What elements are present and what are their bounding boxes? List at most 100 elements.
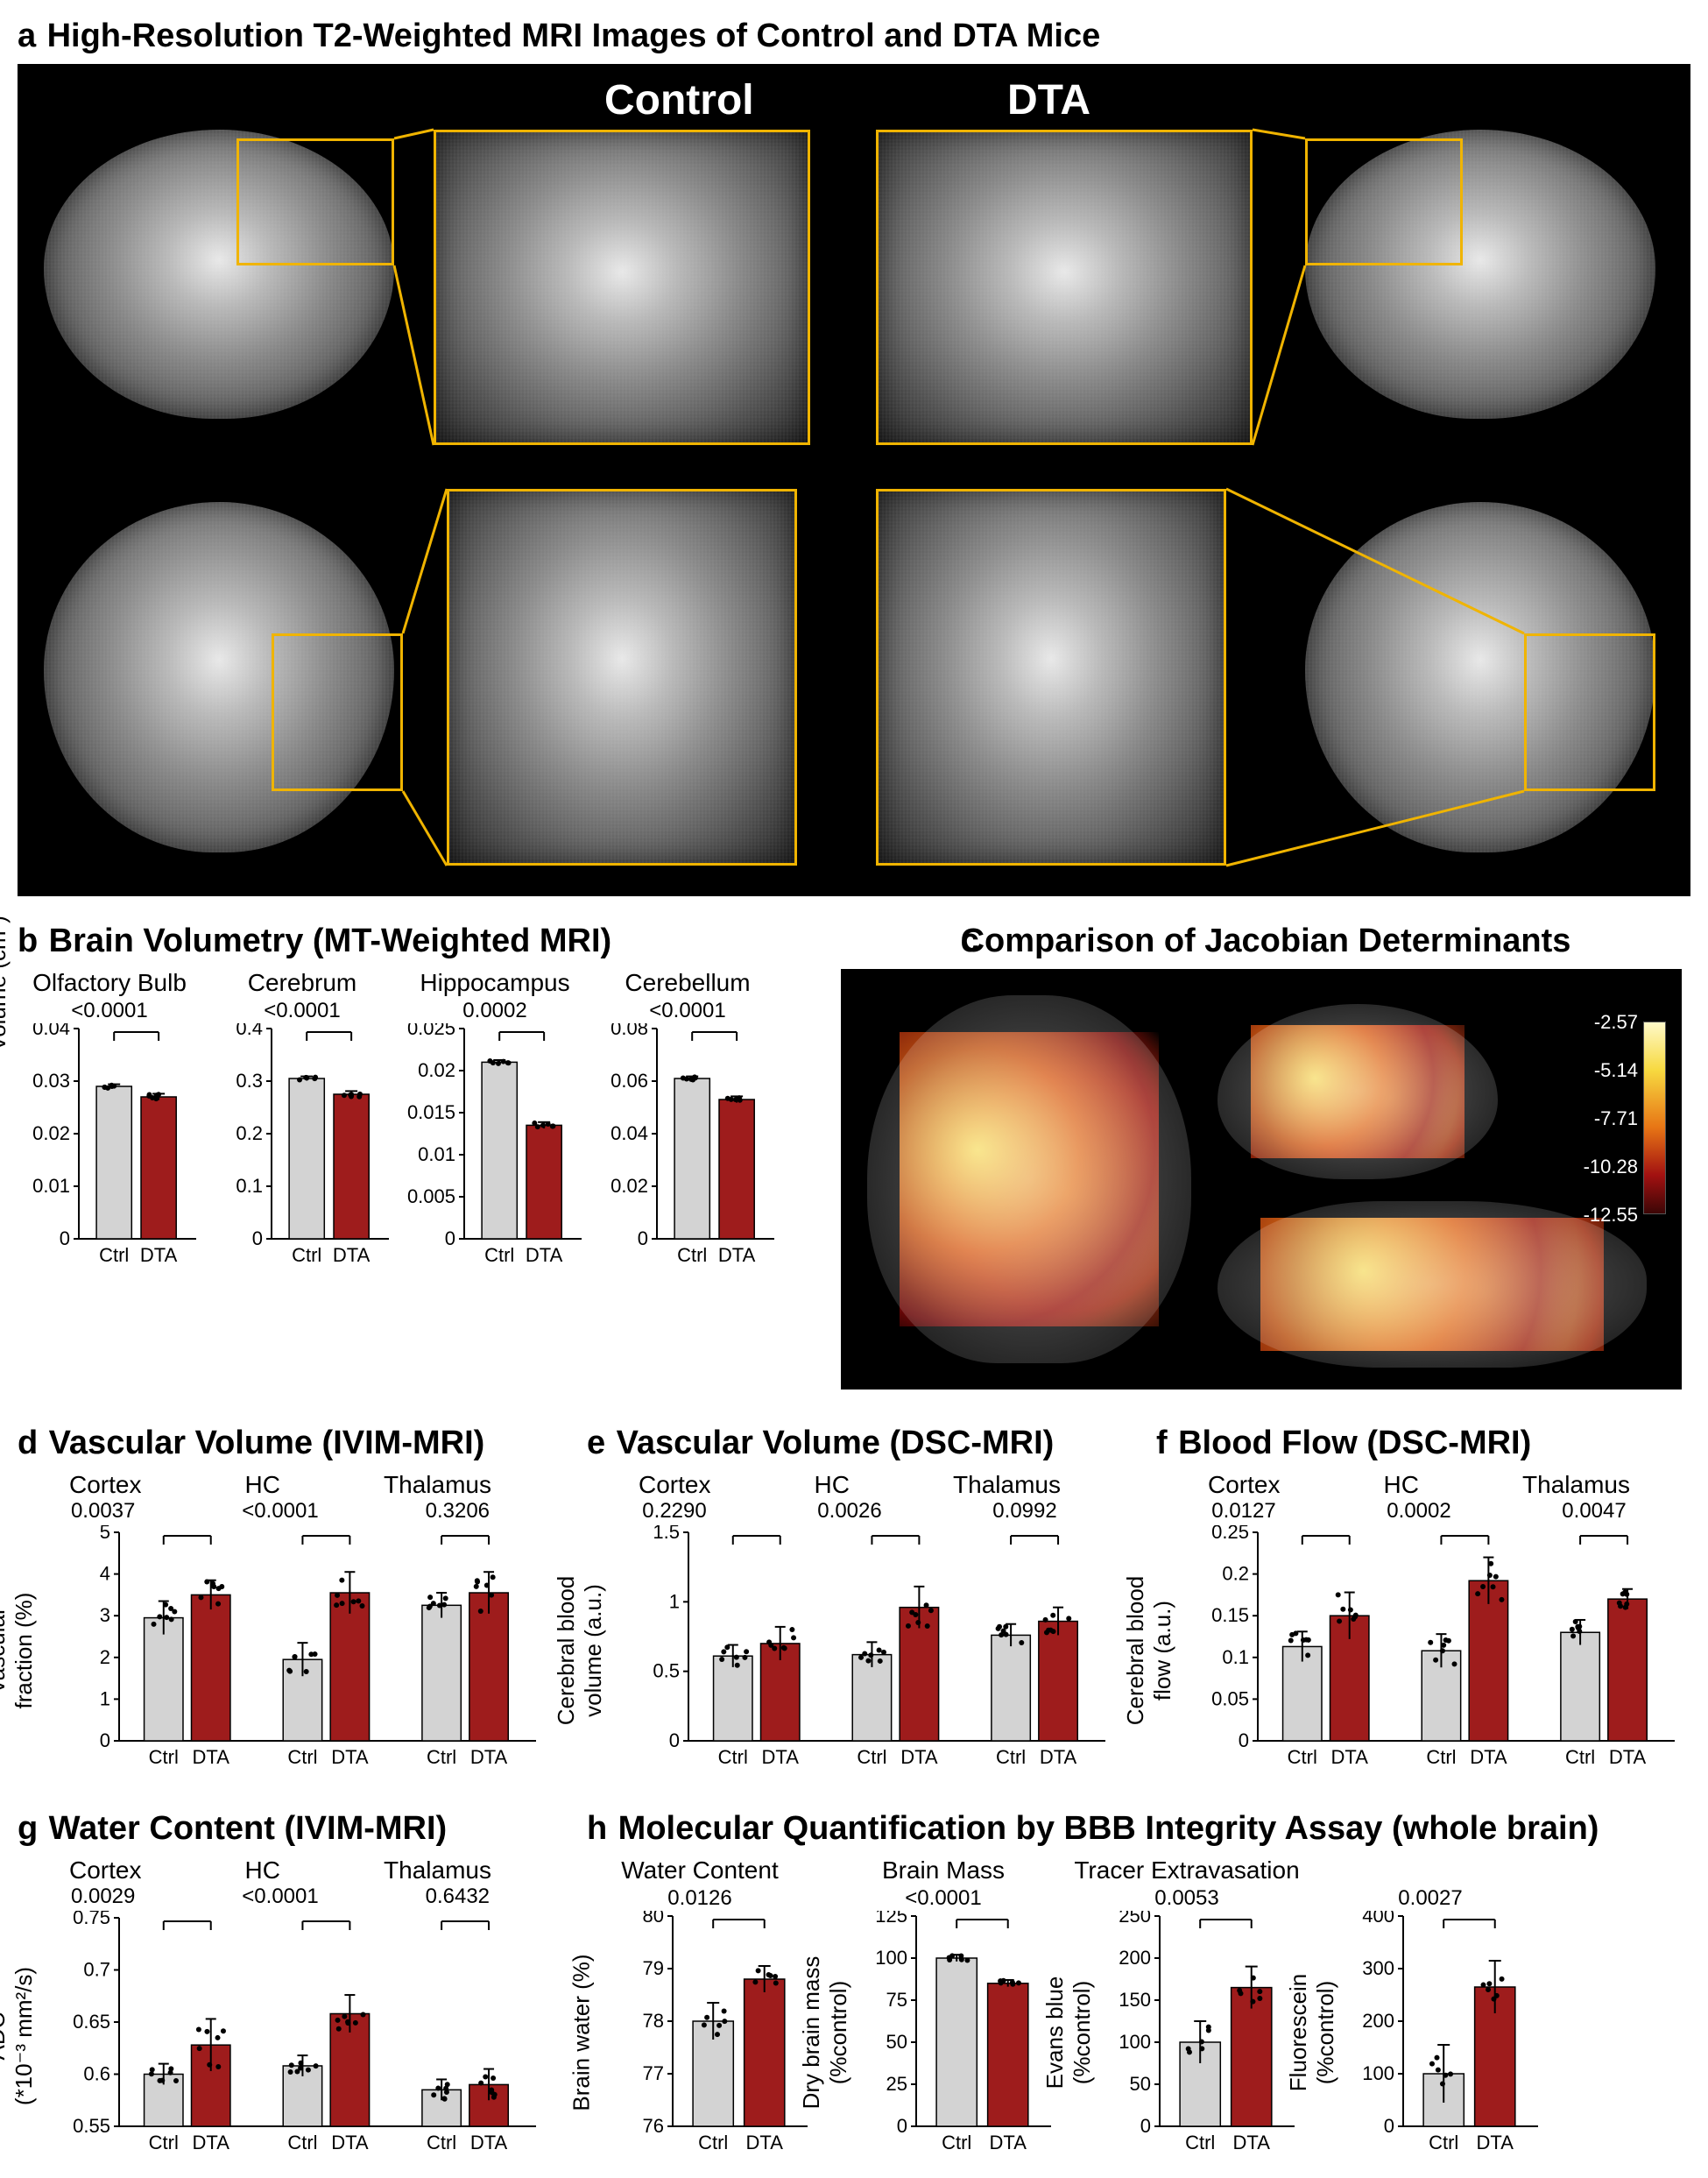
svg-text:0.015: 0.015 — [407, 1101, 455, 1123]
svg-text:DTA: DTA — [990, 2132, 1027, 2153]
svg-text:0.04: 0.04 — [611, 1122, 648, 1144]
svg-text:Ctrl: Ctrl — [1288, 1746, 1317, 1768]
panelF-pvals: 0.01270.00020.0047 — [1156, 1499, 1682, 1524]
panel-c-title: Comparison of Jacobian Determinants — [961, 923, 1571, 960]
panelF-ylabel: Cerebral bloodflow (a.u.) — [1122, 1545, 1176, 1756]
svg-text:0.25: 0.25 — [1211, 1525, 1249, 1543]
svg-text:0.02: 0.02 — [611, 1175, 648, 1197]
svg-text:Ctrl: Ctrl — [677, 1244, 707, 1266]
svg-text:DTA: DTA — [331, 1746, 369, 1768]
chart-pvalue: <0.0001 — [596, 999, 780, 1023]
svg-text:Ctrl: Ctrl — [1185, 2132, 1215, 2153]
svg-text:78: 78 — [643, 2010, 664, 2032]
svg-text:DTA: DTA — [1331, 1746, 1369, 1768]
colorbar-tick: -5.14 — [1594, 1059, 1638, 1082]
volumetry-chart-2: Hippocampus 0.0002 00.0050.010.0150.020.… — [403, 969, 587, 1269]
svg-text:0.1: 0.1 — [236, 1175, 263, 1197]
svg-text:250: 250 — [1119, 1911, 1151, 1927]
svg-text:DTA: DTA — [470, 1746, 508, 1768]
svg-text:DTA: DTA — [900, 1746, 938, 1768]
svg-text:0: 0 — [100, 1729, 110, 1751]
zoom-inset-control-top — [434, 130, 810, 445]
svg-text:DTA: DTA — [1233, 2132, 1271, 2153]
panel-g: g Water Content (IVIM-MRI) CortexHCThala… — [18, 1810, 543, 2160]
panel-c: c Comparison of Jacobian Determinants z-… — [841, 923, 1690, 1390]
svg-text:Ctrl: Ctrl — [287, 2132, 317, 2153]
svg-text:4: 4 — [100, 1563, 110, 1585]
panel-h-chart-3: 0.0027 Fluorescein(%control) 01002003004… — [1317, 1856, 1543, 2160]
svg-text:DTA: DTA — [470, 2132, 508, 2153]
svg-text:0.025: 0.025 — [407, 1023, 455, 1039]
svg-text:0: 0 — [445, 1227, 455, 1249]
svg-text:Ctrl: Ctrl — [427, 2132, 456, 2153]
mri-image-grid: Control DTA — [18, 64, 1690, 896]
panelE-regions: CortexHCThalamus — [587, 1471, 1112, 1499]
panel-b: b Brain Volumetry (MT-Weighted MRI) Olfa… — [18, 923, 806, 1390]
panelE-pvals: 0.22900.00260.0992 — [587, 1499, 1112, 1524]
svg-text:1: 1 — [100, 1687, 110, 1709]
svg-text:DTA: DTA — [333, 1244, 371, 1266]
svg-text:Ctrl: Ctrl — [292, 1244, 321, 1266]
svg-text:80: 80 — [643, 1911, 664, 1927]
panelD-header: d Vascular Volume (IVIM-MRI) — [18, 1425, 543, 1462]
colorbar-tick: -7.71 — [1594, 1107, 1638, 1130]
svg-text:0.08: 0.08 — [611, 1023, 648, 1039]
svg-text:Ctrl: Ctrl — [99, 1244, 129, 1266]
panel-b-charts: Olfactory Bulb <0.0001 Volume (cm³) 00.0… — [18, 969, 806, 1269]
svg-text:Ctrl: Ctrl — [149, 2132, 179, 2153]
panel-h-chart-1: Brain Mass <0.0001 Dry brain mass(%contr… — [830, 1856, 1056, 2160]
chart-pvalue: <0.0001 — [210, 999, 394, 1023]
svg-text:150: 150 — [1119, 1989, 1151, 2011]
svg-text:Ctrl: Ctrl — [1565, 1746, 1595, 1768]
panel-a: a High-Resolution T2-Weighted MRI Images… — [18, 18, 1690, 896]
panelD-regions: CortexHCThalamus — [18, 1471, 543, 1499]
svg-text:5: 5 — [100, 1525, 110, 1543]
svg-text:0.05: 0.05 — [1211, 1687, 1249, 1709]
svg-text:50: 50 — [1130, 2073, 1151, 2095]
svg-text:Ctrl: Ctrl — [287, 1746, 317, 1768]
svg-text:0: 0 — [669, 1729, 680, 1751]
volumetry-chart-3: Cerebellum <0.0001 00.020.040.060.08Ctrl… — [596, 969, 780, 1269]
svg-text:0: 0 — [60, 1227, 70, 1249]
panel-c-header: c Comparison of Jacobian Determinants — [841, 923, 1690, 960]
svg-text:25: 25 — [886, 2073, 907, 2095]
chart-pvalue: 0.0002 — [403, 999, 587, 1023]
zoom-box-dta-bottom — [1524, 633, 1655, 791]
panel-b-label: b — [18, 923, 38, 960]
svg-text:DTA: DTA — [193, 1746, 230, 1768]
svg-text:0: 0 — [638, 1227, 648, 1249]
svg-text:0: 0 — [252, 1227, 263, 1249]
svg-text:Ctrl: Ctrl — [996, 1746, 1026, 1768]
svg-text:0.4: 0.4 — [236, 1023, 263, 1039]
panelG-pvals: 0.0029<0.00010.6432 — [18, 1885, 543, 1909]
panel-a-label: a — [18, 18, 36, 55]
colorbar-tick: -10.28 — [1584, 1156, 1638, 1178]
colorbar-label: z-score — [1692, 995, 1708, 1064]
panel-e: e Vascular Volume (DSC-MRI) CortexHCThal… — [587, 1425, 1112, 1775]
svg-text:79: 79 — [643, 1957, 664, 1979]
svg-text:Ctrl: Ctrl — [427, 1746, 456, 1768]
svg-text:DTA: DTA — [1470, 1746, 1507, 1768]
svg-text:Ctrl: Ctrl — [857, 1746, 886, 1768]
colorbar-tick: -12.55 — [1584, 1204, 1638, 1227]
svg-text:0.65: 0.65 — [73, 2011, 110, 2033]
panelD-ylabel: Vascularfraction (%) — [0, 1545, 38, 1756]
svg-text:Ctrl: Ctrl — [1429, 2132, 1458, 2153]
svg-text:0.03: 0.03 — [32, 1070, 70, 1092]
svg-text:0: 0 — [1140, 2115, 1151, 2137]
svg-text:125: 125 — [875, 1911, 907, 1927]
svg-text:0.3: 0.3 — [236, 1070, 263, 1092]
jacobian-image: z-score -2.57-5.14-7.71-10.28-12.55 — [841, 969, 1682, 1390]
svg-text:DTA: DTA — [331, 2132, 369, 2153]
panel-c-label: c — [961, 923, 979, 960]
svg-text:200: 200 — [1362, 2010, 1394, 2032]
svg-text:Ctrl: Ctrl — [698, 2132, 728, 2153]
svg-text:0: 0 — [1239, 1729, 1249, 1751]
svg-text:77: 77 — [643, 2062, 664, 2084]
panel-h-header: h Molecular Quantification by BBB Integr… — [587, 1810, 1690, 1848]
svg-text:50: 50 — [886, 2031, 907, 2053]
panelE-ylabel: Cerebral bloodvolume (a.u.) — [553, 1545, 607, 1756]
chart-title: Hippocampus — [403, 969, 587, 997]
svg-text:75: 75 — [886, 1989, 907, 2011]
dta-label: DTA — [1007, 76, 1090, 124]
